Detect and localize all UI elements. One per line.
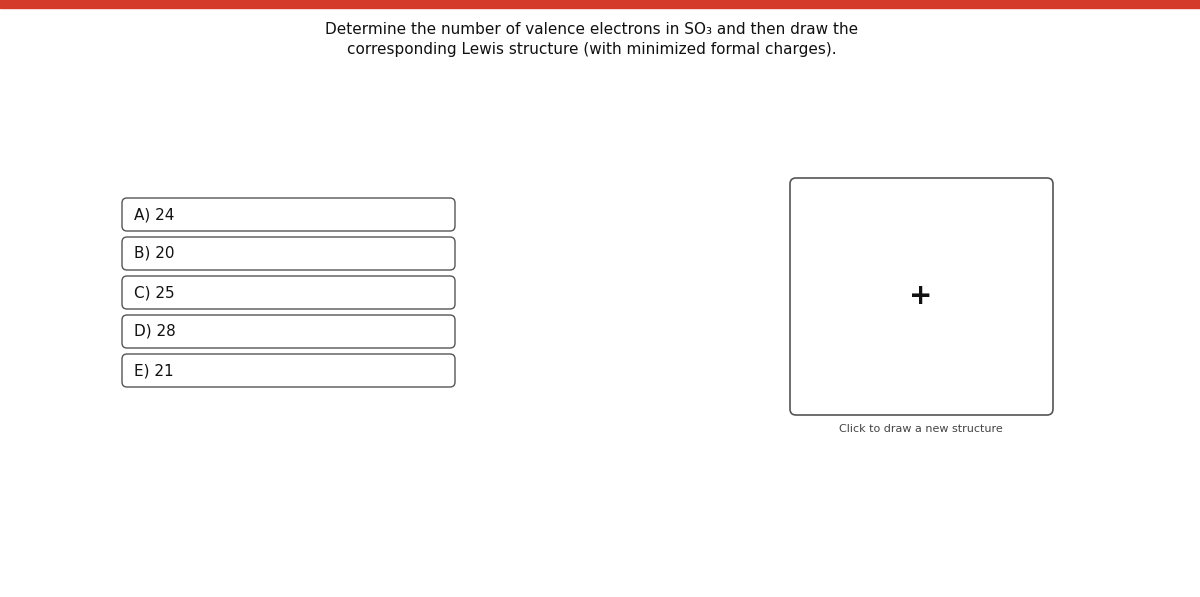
FancyBboxPatch shape — [122, 198, 455, 231]
Text: E) 21: E) 21 — [134, 363, 174, 378]
Text: Determine the number of valence electrons in SO₃ and then draw the: Determine the number of valence electron… — [325, 22, 858, 37]
Text: A) 24: A) 24 — [134, 207, 174, 222]
Text: B) 20: B) 20 — [134, 246, 174, 261]
FancyBboxPatch shape — [122, 354, 455, 387]
FancyBboxPatch shape — [790, 178, 1054, 415]
FancyBboxPatch shape — [122, 315, 455, 348]
FancyBboxPatch shape — [122, 276, 455, 309]
Text: C) 25: C) 25 — [134, 285, 175, 300]
Text: D) 28: D) 28 — [134, 324, 175, 339]
Text: corresponding Lewis structure (with minimized formal charges).: corresponding Lewis structure (with mini… — [347, 42, 836, 57]
Bar — [0, 0, 1200, 8]
FancyBboxPatch shape — [122, 237, 455, 270]
Text: +: + — [910, 282, 932, 310]
Text: Click to draw a new structure: Click to draw a new structure — [839, 424, 1003, 434]
